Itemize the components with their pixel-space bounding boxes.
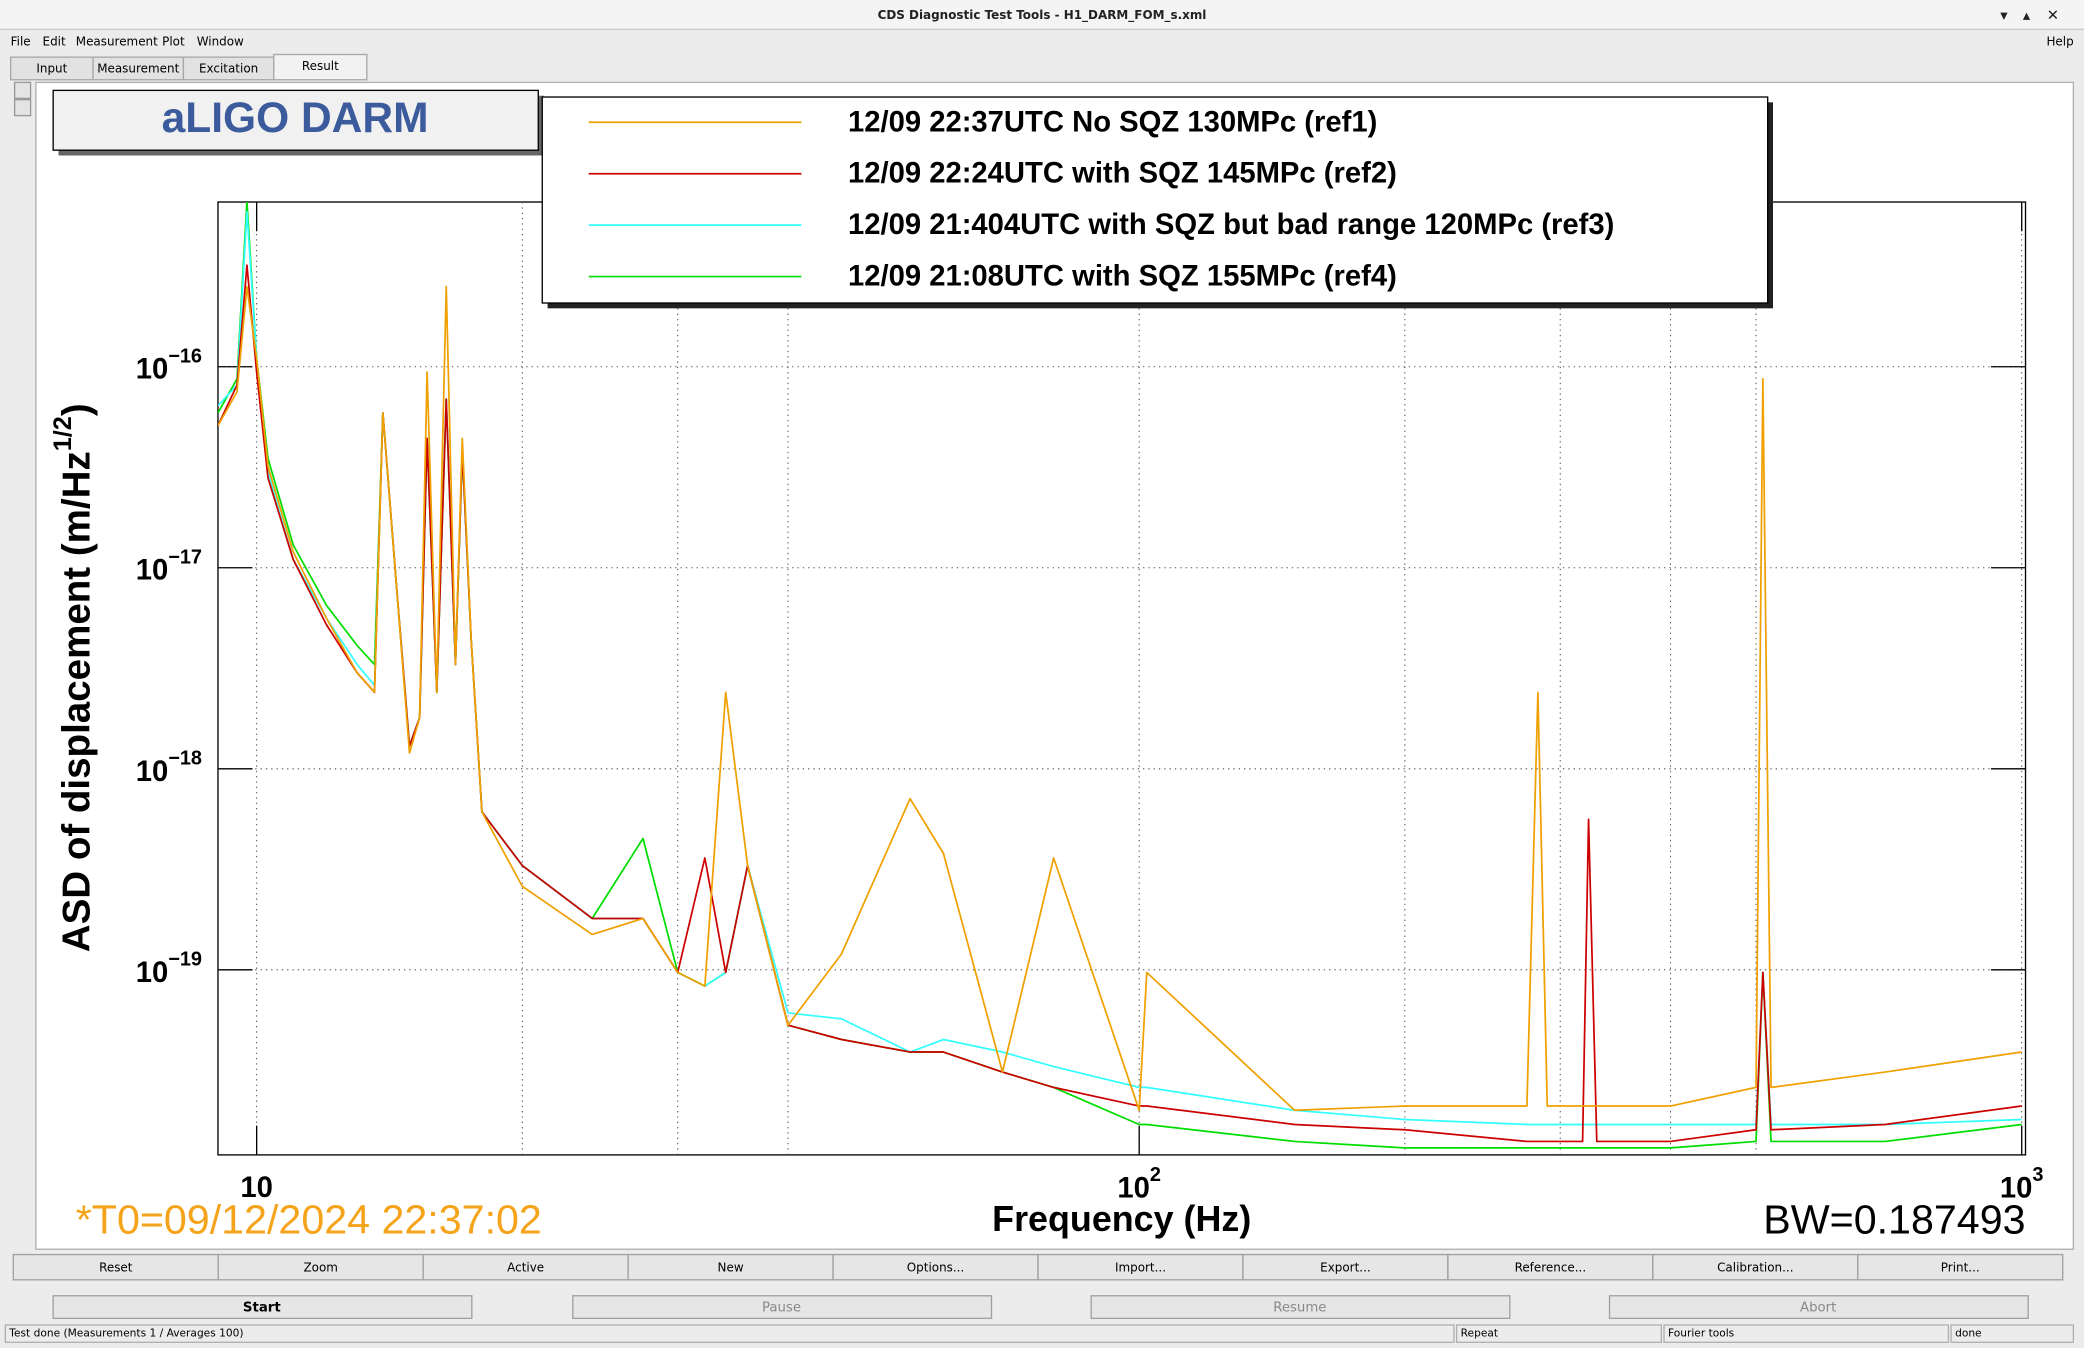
control-button[interactable] — [52, 1295, 473, 1320]
toolbar-button[interactable] — [1857, 1253, 2064, 1281]
status-cell — [1950, 1324, 2075, 1343]
maximize-button[interactable]: ▴ — [2023, 7, 2031, 24]
tab-label[interactable]: Measurement — [97, 62, 179, 76]
menu-item[interactable]: File — [11, 34, 31, 48]
bw-annotation: BW=0.187493 — [1763, 1197, 2025, 1243]
y-tick-label-base: 10 — [136, 755, 169, 787]
menu-item[interactable]: Window — [197, 34, 244, 48]
y-tick-label: 10−16 — [136, 346, 202, 386]
legend-label: 12/09 22:37UTC No SQZ 130MPc (ref1) — [848, 106, 1377, 138]
y-tick-label-base: 10 — [136, 554, 169, 586]
toolbar-button[interactable] — [422, 1253, 629, 1281]
status-cell — [1456, 1324, 1663, 1343]
status-text: done — [1955, 1327, 1982, 1340]
x-tick-label-base: 10 — [2000, 1172, 2033, 1204]
x-tick-label: 102 — [1117, 1164, 1161, 1204]
series-line — [217, 285, 2022, 1112]
status-cell — [1663, 1324, 1950, 1343]
x-axis-label: Frequency (Hz) — [992, 1199, 1251, 1239]
status-text: Fourier tools — [1668, 1327, 1735, 1340]
y-axis-label-text: ASD of displacement (m/Hz — [56, 451, 99, 952]
control-button[interactable] — [572, 1295, 993, 1320]
tab-label[interactable]: Input — [36, 62, 67, 76]
title-box — [52, 89, 539, 151]
control-button[interactable] — [1608, 1295, 2029, 1320]
toolbar-button[interactable] — [217, 1253, 424, 1281]
toolbar-button-label[interactable]: Zoom — [303, 1260, 337, 1274]
plot: aLIGO DARM Frequency (Hz) ASD of displac… — [48, 89, 2044, 1243]
toolbar-button-label[interactable]: Options... — [907, 1260, 965, 1274]
y-axis-label-close: ) — [56, 403, 99, 416]
close-button[interactable]: ✕ — [2047, 7, 2059, 24]
x-tick-label-base: 10 — [1117, 1172, 1150, 1204]
legend-label: 12/09 21:08UTC with SQZ 155MPc (ref4) — [848, 261, 1397, 293]
plot-frame — [217, 201, 2027, 1156]
tab-label[interactable]: Excitation — [199, 62, 258, 76]
minimize-button[interactable]: ▾ — [2000, 7, 2008, 24]
toolbar-button-label[interactable]: Reset — [99, 1260, 133, 1274]
toolbar-button[interactable] — [1447, 1253, 1654, 1281]
toolbar-button-label[interactable]: Calibration... — [1717, 1260, 1793, 1274]
control-button[interactable] — [1090, 1295, 1511, 1320]
x-tick-label-exponent: 3 — [2032, 1164, 2043, 1186]
legend-box — [541, 96, 1769, 304]
series-group — [217, 202, 2022, 1149]
toolbar-button-label[interactable]: Reference... — [1515, 1260, 1587, 1274]
y-axis-label-exponent: 1/2 — [48, 416, 76, 451]
menu-item[interactable]: Measurement — [76, 34, 158, 48]
menu-item[interactable]: Edit — [43, 34, 66, 48]
toolbar-button-label[interactable]: Export... — [1320, 1260, 1371, 1274]
toolbar-button-label[interactable]: Import... — [1115, 1260, 1166, 1274]
control-button-label[interactable]: Abort — [1800, 1301, 1836, 1316]
y-tick-label-exponent: −17 — [168, 547, 202, 569]
title-bar — [0, 0, 2084, 30]
y-tick-label-exponent: −19 — [168, 949, 202, 971]
y-tick-label-base: 10 — [136, 353, 169, 385]
grid — [217, 202, 2026, 1155]
t0-annotation: *T0=09/12/2024 22:37:02 — [76, 1197, 542, 1243]
toolbar-button-label[interactable]: Active — [507, 1260, 544, 1274]
x-tick-label: 10 — [240, 1172, 273, 1204]
status-text: Repeat — [1461, 1327, 1498, 1340]
toolbar-button[interactable] — [1037, 1253, 1244, 1281]
y-tick-label-exponent: −18 — [168, 748, 202, 770]
tab[interactable] — [273, 53, 368, 81]
y-axis-label: ASD of displacement (m/Hz1/2) — [48, 403, 98, 952]
menu-help[interactable]: Help — [2046, 34, 2073, 48]
status-text: Test done (Measurements 1 / Averages 100… — [8, 1327, 243, 1340]
y-tick-label: 10−17 — [136, 547, 202, 587]
scroll-right[interactable] — [13, 81, 32, 100]
menu-item[interactable]: Plot — [162, 34, 185, 48]
x-tick-label-exponent: 2 — [1150, 1164, 1161, 1186]
tab-label[interactable]: Result — [302, 59, 339, 73]
y-tick-label: 10−18 — [136, 748, 202, 788]
x-tick-label: 103 — [2000, 1164, 2044, 1204]
legend-label: 12/09 21:404UTC with SQZ but bad range 1… — [848, 209, 1614, 241]
toolbar-button[interactable] — [1242, 1253, 1449, 1281]
toolbar-button[interactable] — [1652, 1253, 1859, 1281]
y-tick-label: 10−19 — [136, 949, 202, 989]
toolbar-button-label[interactable]: New — [718, 1260, 744, 1274]
control-button-label[interactable]: Pause — [762, 1301, 801, 1316]
y-tick-label-base: 10 — [136, 957, 169, 989]
status-cell — [4, 1324, 1455, 1343]
y-tick-label-exponent: −16 — [168, 346, 202, 368]
scroll-up[interactable] — [13, 99, 32, 117]
control-button-label[interactable]: Start — [243, 1301, 281, 1316]
control-button-label[interactable]: Resume — [1273, 1301, 1326, 1316]
toolbar-button-label[interactable]: Print... — [1941, 1260, 1980, 1274]
legend-label: 12/09 22:24UTC with SQZ 145MPc (ref2) — [848, 158, 1397, 190]
window-title: CDS Diagnostic Test Tools - H1_DARM_FOM_… — [878, 8, 1207, 23]
chart-title: aLIGO DARM — [162, 95, 429, 142]
toolbar-button[interactable] — [12, 1253, 219, 1281]
